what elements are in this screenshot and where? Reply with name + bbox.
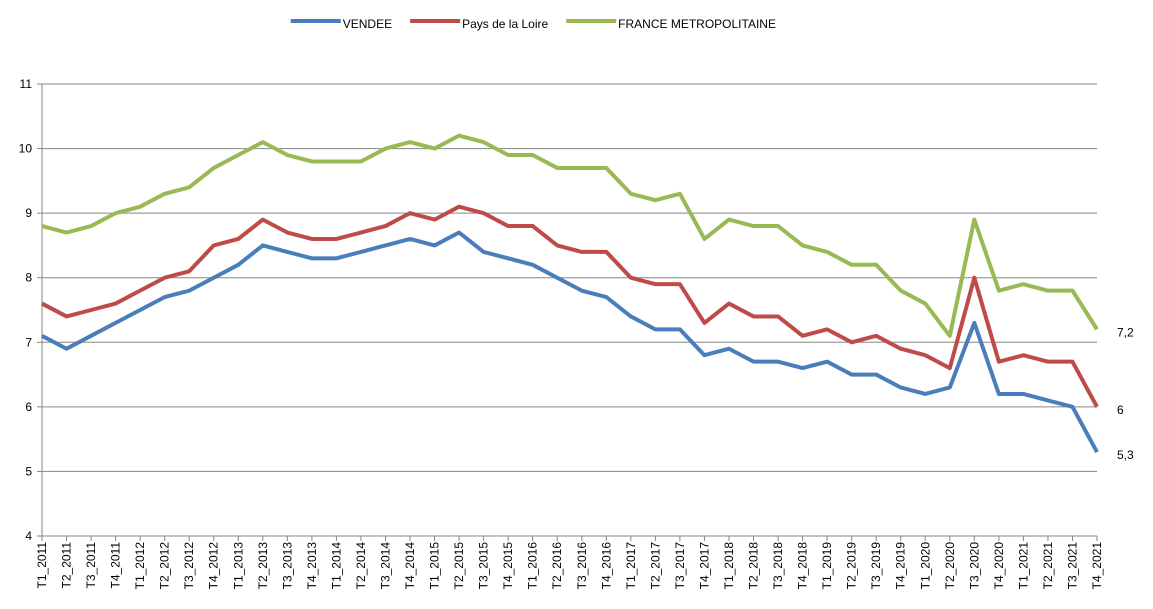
legend-label: Pays de la Loire [462,17,548,31]
x-tick-label: T2_2016 [550,542,564,590]
x-tick-label: T1_2014 [329,542,343,590]
y-tick-label: 8 [25,271,32,285]
series-line [41,230,1099,454]
x-tick-label: T1_2011 [35,542,49,589]
x-tick-label: T4_2015 [501,542,515,590]
x-tick-label: T2_2019 [845,542,859,590]
x-tick-label: T2_2012 [158,542,172,590]
x-tick-label: T4_2018 [796,542,810,590]
x-tick-label: T1_2013 [231,542,245,590]
x-tick-label: T4_2017 [697,542,711,590]
series-line [41,133,1099,338]
x-tick-label: T2_2020 [943,542,957,590]
data-label: 6 [1117,403,1124,417]
x-tick-label: T2_2018 [747,542,761,590]
legend-label: FRANCE METROPOLITAINE [618,17,776,31]
x-tick-label: T3_2015 [477,542,491,590]
x-tick-label: T3_2011 [84,542,98,589]
x-tick-label: T3_2020 [967,542,981,590]
x-tick-label: T4_2011 [109,542,123,589]
x-tick-label: T4_2019 [894,542,908,590]
y-tick-label: 6 [25,400,32,414]
x-tick-label: T2_2017 [648,542,662,590]
x-tick-label: T1_2019 [820,542,834,590]
x-tick-label: T2_2015 [452,542,466,590]
x-tick-label: T1_2017 [624,542,638,590]
y-tick-label: 5 [25,464,32,478]
x-tick-label: T3_2012 [182,542,196,590]
data-label: 5,3 [1117,448,1134,462]
x-tick-label: T3_2013 [280,542,294,590]
x-tick-label: T1_2021 [1016,542,1030,590]
x-tick-label: T3_2019 [869,542,883,590]
x-tick-label: T2_2021 [1041,542,1055,590]
x-tick-label: T1_2016 [526,542,540,590]
x-tick-label: T1_2015 [428,542,442,590]
x-tick-label: T3_2016 [575,542,589,590]
x-tick-label: T2_2014 [354,542,368,590]
x-tick-label: T3_2014 [378,542,392,590]
x-tick-label: T1_2018 [722,542,736,590]
x-tick-label: T2_2013 [256,542,270,590]
x-tick-label: T4_2016 [599,542,613,590]
y-tick-label: 10 [19,142,33,156]
series-line [41,204,1099,408]
y-tick-label: 4 [25,529,32,543]
legend-label: VENDEE [343,17,392,31]
x-tick-label: T1_2012 [133,542,147,590]
x-tick-label: T2_2011 [60,542,74,589]
x-tick-label: T3_2017 [673,542,687,590]
x-tick-label: T4_2021 [1090,542,1104,590]
y-tick-label: 7 [25,335,32,349]
y-tick-label: 11 [20,77,33,91]
x-tick-label: T4_2020 [992,542,1006,590]
x-tick-label: T3_2021 [1065,542,1079,590]
data-label: 7,2 [1117,325,1134,339]
x-tick-label: T4_2013 [305,542,319,590]
x-tick-label: T4_2012 [207,542,221,590]
x-tick-label: T4_2014 [403,542,417,590]
y-tick-label: 9 [25,206,32,220]
x-tick-label: T1_2020 [918,542,932,590]
x-tick-label: T3_2018 [771,542,785,590]
